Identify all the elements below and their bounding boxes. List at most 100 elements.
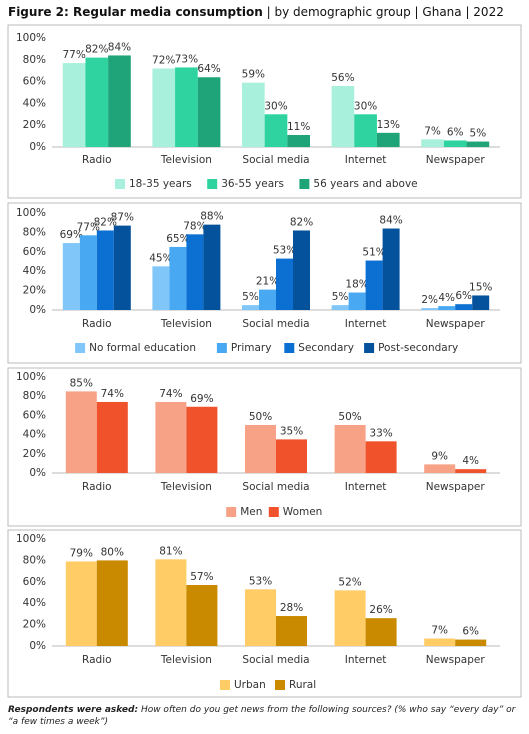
y-tick-label: 20% [23,285,46,297]
bar [242,305,259,310]
y-tick-label: 40% [23,97,46,109]
value-label: 77% [62,49,85,61]
value-label: 57% [190,571,213,583]
bar [287,135,310,147]
legend-swatch [299,179,310,189]
footnote-text: How often do you get news from the follo… [8,705,516,727]
legend-label: Primary [231,342,272,354]
value-label: 53% [273,245,296,257]
footnote-bold: Respondents were asked: [8,705,139,715]
legend-label: 56 years and above [313,178,417,190]
value-label: 82% [290,216,313,228]
value-label: 7% [424,125,441,137]
y-tick-label: 60% [23,576,46,588]
x-tick-label: Internet [345,654,387,666]
y-tick-label: 80% [23,226,46,238]
value-label: 15% [469,281,492,293]
y-tick-label: 40% [23,597,46,609]
x-tick-label: Television [160,318,212,330]
legend-swatch [275,680,285,690]
legend-label: Secondary [298,342,354,354]
bar [96,560,128,646]
legend-swatch [220,680,230,690]
y-tick-label: 0% [29,640,46,652]
bar [455,469,487,473]
legend-label: Post-secondary [378,342,458,354]
bar [293,230,310,310]
bar [455,304,473,310]
legend-label: 18-35 years [129,178,192,190]
value-label: 35% [280,425,303,437]
title-bold: Figure 2: Regular media consumption [8,5,263,19]
value-label: 74% [159,388,182,400]
value-label: 65% [166,233,189,245]
value-label: 72% [152,55,175,67]
bar [334,425,366,473]
bar [197,77,221,147]
value-label: 5% [242,291,259,303]
x-tick-label: Radio [82,318,112,330]
y-tick-label: 100% [16,371,46,383]
chart: Figure 2: Regular media consumption | by… [7,5,522,698]
value-label: 88% [200,211,223,223]
y-tick-label: 0% [29,141,46,153]
legend-label: Men [240,506,262,518]
bar [382,228,400,310]
value-label: 69% [60,229,83,241]
legend-swatch [115,179,125,189]
bar [186,406,218,473]
y-tick-label: 100% [16,32,46,44]
value-label: 4% [462,455,479,467]
bar [242,82,265,147]
bar [203,224,221,310]
value-label: 50% [249,411,272,423]
y-tick-label: 80% [23,54,46,66]
y-tick-label: 60% [23,409,46,421]
value-label: 30% [354,100,377,112]
x-tick-label: Radio [82,654,112,666]
title-rest: | by demographic group | Ghana | 2022 [267,5,504,19]
x-tick-label: Newspaper [426,481,486,493]
value-label: 11% [287,121,310,133]
value-label: 81% [159,545,182,557]
x-tick-label: Internet [345,154,387,166]
value-label: 5% [332,291,349,303]
value-label: 53% [249,575,272,587]
value-label: 84% [108,41,131,53]
value-label: 45% [149,252,172,264]
bar [365,441,397,473]
bar [354,114,377,147]
legend-label: 36-55 years [221,178,284,190]
value-label: 50% [338,411,361,423]
x-tick-label: Newspaper [426,318,486,330]
bar [276,258,293,310]
bar [186,585,218,646]
bar [443,140,467,147]
bar [348,292,366,310]
bar [438,306,456,310]
value-label: 21% [256,276,279,288]
legend-label: Urban [234,679,266,691]
value-label: 78% [183,220,206,232]
bar [334,590,366,646]
panel-border [7,529,522,698]
x-tick-label: Internet [345,318,387,330]
bar [259,289,276,310]
panel-border [7,24,522,199]
y-tick-label: 40% [23,429,46,441]
value-label: 6% [455,290,472,302]
legend-swatch [364,343,375,353]
value-label: 13% [377,119,400,131]
value-label: 82% [94,216,117,228]
value-label: 74% [101,388,124,400]
y-tick-label: 40% [23,265,46,277]
x-tick-label: Social media [242,318,309,330]
value-label: 4% [438,292,455,304]
value-label: 82% [85,44,108,56]
value-label: 84% [379,215,402,227]
x-tick-label: Newspaper [426,654,486,666]
y-tick-label: 100% [16,533,46,545]
value-label: 69% [190,393,213,405]
bar [331,305,349,310]
